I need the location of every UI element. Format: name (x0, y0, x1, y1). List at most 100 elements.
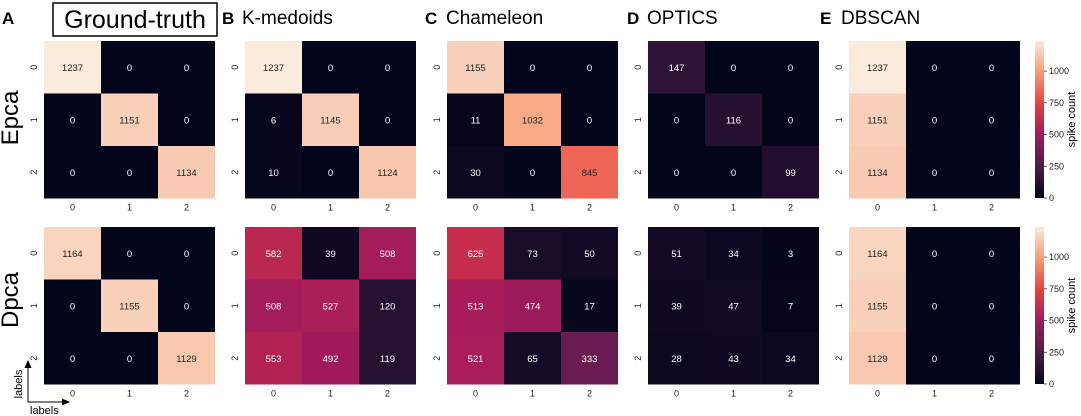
panel-title-optics: OPTICS (647, 8, 718, 29)
y-tick-label: 1 (29, 117, 39, 122)
heatmap-cell (963, 146, 1020, 199)
colorbar-tick-label: 250 (1049, 161, 1064, 171)
heatmap-cell (158, 146, 215, 199)
heatmap-cell (44, 41, 101, 94)
y-tick-label: 0 (432, 65, 442, 70)
heatmap-cell (648, 227, 705, 280)
heatmap-cell (561, 332, 618, 385)
cell-value-label: 0 (932, 249, 937, 260)
cell-value-label: 0 (385, 63, 390, 74)
heatmap-cell (963, 332, 1020, 385)
y-tick-label: 1 (834, 303, 844, 308)
cell-value-label: 30 (470, 168, 481, 179)
x-tick-label: 2 (385, 203, 390, 213)
heatmap-cell (648, 146, 705, 199)
heatmap-cell (447, 41, 504, 94)
heatmap-cell (101, 41, 158, 94)
heatmap-cell (302, 227, 359, 280)
heatmap-cell (44, 332, 101, 385)
heatmap-cell (849, 146, 906, 199)
colorbar-epca: 0 250 500 750 1000 spike count (1035, 41, 1078, 203)
heatmap-cell (158, 93, 215, 146)
heatmap-cell (245, 93, 302, 146)
x-tick-label: 2 (989, 389, 994, 399)
cell-value-label: 0 (674, 115, 679, 126)
heatmap-chameleon-epca: 1155 0 0 11 1032 0 30 0 845 0 1 2 0 1 2 (432, 41, 618, 213)
cell-value-label: 0 (932, 354, 937, 365)
cell-value-label: 39 (325, 249, 336, 260)
heatmap-cell (561, 146, 618, 199)
heatmap-cell (762, 41, 819, 94)
y-tick-label: 0 (29, 251, 39, 256)
heatmap-cell (906, 227, 963, 280)
cell-value-label: 527 (323, 301, 339, 312)
heatmap-cell (849, 279, 906, 332)
x-tick-label: 0 (271, 389, 276, 399)
heatmap-cell (359, 227, 416, 280)
heatmap-cell (762, 146, 819, 199)
panel-letter-a: A (2, 9, 14, 28)
cell-value-label: 0 (127, 249, 132, 260)
cell-value-label: 0 (70, 115, 75, 126)
heatmap-cell (447, 332, 504, 385)
cell-value-label: 521 (468, 354, 484, 365)
y-tick-label: 1 (230, 303, 240, 308)
heatmap-cell (504, 279, 561, 332)
heatmap-cell (245, 332, 302, 385)
cell-value-label: 0 (989, 63, 994, 74)
panel-title-chameleon: Chameleon (446, 8, 543, 29)
colorbar-tick-label: 0 (1049, 193, 1054, 203)
heatmap-cell (963, 279, 1020, 332)
y-tick-label: 1 (29, 303, 39, 308)
cell-value-label: 65 (527, 354, 538, 365)
heatmap-cell (849, 332, 906, 385)
y-tick-label: 2 (834, 356, 844, 361)
x-tick-label: 1 (127, 389, 132, 399)
cell-value-label: 1124 (377, 168, 397, 179)
cell-value-label: 1134 (867, 168, 887, 179)
cell-value-label: 116 (726, 115, 741, 126)
cell-value-label: 625 (468, 249, 484, 260)
cell-value-label: 0 (530, 168, 535, 179)
cell-value-label: 1155 (867, 301, 887, 312)
heatmap-cell (302, 146, 359, 199)
heatmap-cell (705, 279, 762, 332)
cell-value-label: 0 (731, 168, 736, 179)
cell-value-label: 1155 (465, 63, 485, 74)
cell-value-label: 34 (728, 249, 739, 260)
cell-value-label: 0 (184, 301, 189, 312)
cell-value-label: 1032 (522, 115, 543, 126)
x-tick-label: 0 (473, 389, 478, 399)
cell-value-label: 17 (584, 301, 595, 312)
heatmap-cell (648, 332, 705, 385)
colorbars: 0 250 500 750 1000 spike count 0 250 500 750 1000 s… (1035, 41, 1078, 389)
panel-letter-e: E (820, 9, 831, 28)
heatmap-cell (705, 332, 762, 385)
heatmap-cell (648, 41, 705, 94)
x-tick-label: 2 (385, 389, 390, 399)
x-tick-label: 2 (788, 389, 793, 399)
heatmap-cell (504, 93, 561, 146)
cell-value-label: 0 (587, 115, 592, 126)
cell-value-label: 0 (70, 354, 75, 365)
cell-value-label: 0 (989, 249, 994, 260)
ground-truth-title-box (52, 2, 218, 37)
heatmap-k-medoids-epca: 1237 0 0 6 1145 0 10 0 1124 0 1 2 0 1 2 (230, 41, 416, 213)
heatmap-cell (504, 146, 561, 199)
cell-value-label: 0 (127, 354, 132, 365)
heatmap-cell (561, 227, 618, 280)
heatmap-cell (101, 227, 158, 280)
heatmap-cell (245, 279, 302, 332)
x-tick-label: 0 (674, 203, 679, 213)
colorbar-tick-label: 250 (1049, 347, 1064, 357)
cell-value-label: 0 (932, 63, 937, 74)
cell-value-label: 508 (380, 249, 396, 260)
heatmap-cell (101, 279, 158, 332)
panel-letter-c: C (425, 9, 437, 28)
colorbar-tick-label: 750 (1049, 98, 1064, 108)
heatmap-cell (447, 146, 504, 199)
y-tick-label: 2 (29, 356, 39, 361)
cell-value-label: 0 (989, 354, 994, 365)
y-tick-label: 0 (834, 251, 844, 256)
x-tick-label: 2 (184, 389, 189, 399)
